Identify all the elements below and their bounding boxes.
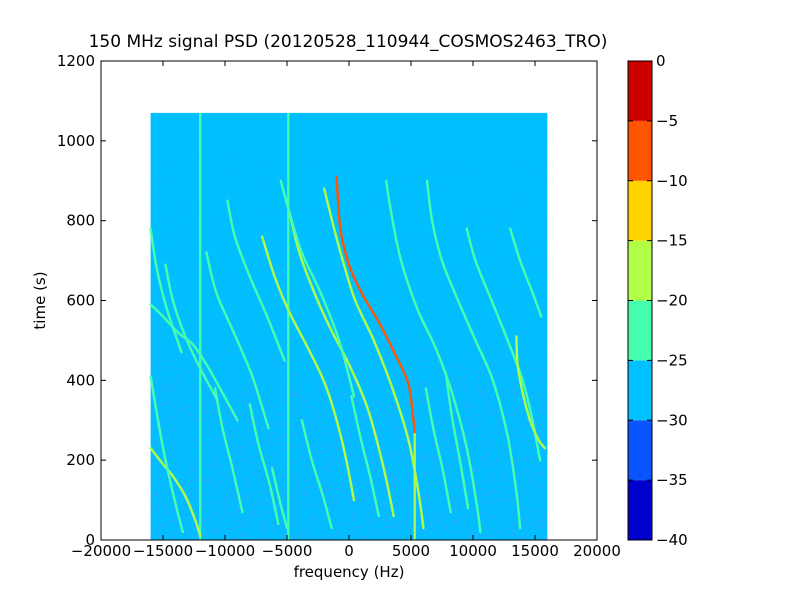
colorbar-tick-label: −40	[656, 531, 688, 549]
vertical-lines	[199, 112, 416, 540]
colorbar-band	[628, 360, 652, 421]
track-line	[149, 303, 239, 422]
x-tick-label: −20000	[71, 542, 131, 560]
track-line	[226, 199, 286, 362]
track-line	[335, 175, 416, 434]
colorbar-band	[628, 61, 652, 121]
colorbar-band	[628, 300, 652, 361]
y-tick-label: 200	[66, 451, 95, 469]
colorbar-band	[628, 480, 652, 540]
track-line	[248, 403, 280, 526]
colorbar-tick-label: −20	[656, 292, 688, 310]
y-tick-label: 0	[85, 531, 95, 549]
x-tick-label: −15000	[133, 542, 193, 560]
track-line	[323, 187, 425, 530]
colorbar-band	[628, 180, 652, 241]
chart-title: 150 MHz signal PSD (20120528_110944_COSM…	[89, 32, 608, 52]
colorbar-band	[628, 420, 652, 481]
track-line	[149, 375, 184, 534]
colorbar-tick-label: −5	[656, 112, 678, 130]
track-line	[509, 227, 543, 318]
track-line	[205, 251, 270, 430]
x-axis: −20000 −15000 −10000 −5000 0 5000 10000 15000 20…	[71, 61, 621, 560]
y-tick-label: 800	[66, 212, 95, 230]
y-tick-label: 1000	[57, 132, 95, 150]
colorbar-band	[628, 240, 652, 301]
colorbar-band	[628, 120, 652, 181]
colorbar-tick-label: 0	[656, 52, 666, 70]
colorbar-tick-label: −35	[656, 471, 688, 489]
track-line	[300, 419, 333, 530]
track-line	[385, 179, 482, 534]
x-tick-label: 5000	[392, 542, 430, 560]
x-axis-label: frequency (Hz)	[294, 563, 405, 581]
y-tick-label: 600	[66, 292, 95, 310]
track-line	[465, 227, 542, 462]
track-line	[213, 387, 244, 514]
colorbar: −40 −35 −30 −25 −20 −15 −10 −5 0	[627, 52, 688, 549]
colorbar-tick-label: −25	[656, 351, 688, 369]
track-line	[149, 447, 202, 538]
y-axis: 0 200 400 600 800 1000 1200	[57, 52, 597, 549]
colorbar-tick-label: −15	[656, 232, 688, 250]
track-line	[425, 179, 522, 530]
x-tick-label: 20000	[573, 542, 621, 560]
y-axis-label: time (s)	[31, 271, 49, 329]
track-line	[444, 371, 470, 510]
y-tick-label: 1200	[57, 52, 95, 70]
track-line	[424, 387, 452, 514]
track-line	[279, 179, 356, 398]
x-tick-label: 10000	[449, 542, 497, 560]
x-tick-label: 0	[344, 542, 354, 560]
track-line	[164, 263, 219, 402]
colorbar-tick-label: −10	[656, 172, 688, 190]
x-tick-label: −5000	[262, 542, 313, 560]
track-line	[515, 335, 547, 450]
x-tick-label: −10000	[195, 542, 255, 560]
track-line	[149, 227, 183, 354]
track-line	[270, 466, 289, 530]
doppler-tracks	[149, 175, 547, 538]
x-tick-label: 15000	[511, 542, 559, 560]
track-line	[261, 235, 356, 502]
y-tick-label: 400	[66, 371, 95, 389]
colorbar-tick-label: −30	[656, 411, 688, 429]
track-line	[350, 395, 380, 518]
